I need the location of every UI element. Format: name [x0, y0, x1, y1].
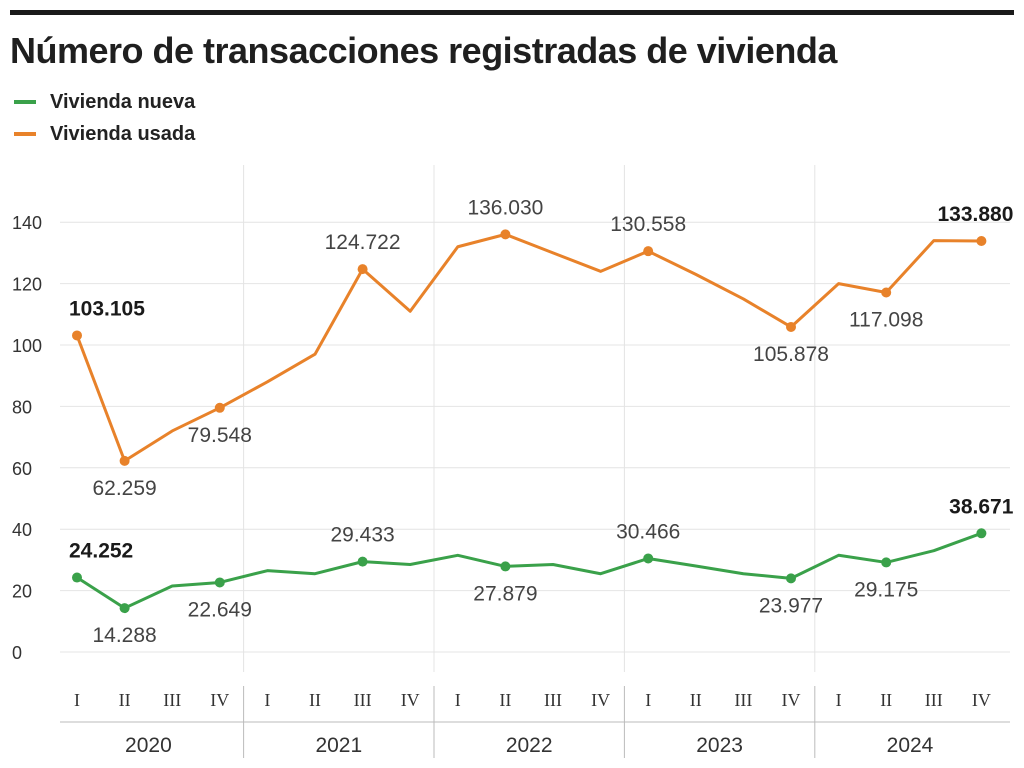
data-marker — [786, 573, 796, 584]
data-label: 38.671 — [949, 495, 1014, 518]
data-label: 29.433 — [330, 524, 394, 547]
y-tick-label: 20 — [12, 582, 32, 602]
x-tick-label: IV — [401, 690, 420, 710]
y-tick-label: 60 — [12, 459, 32, 479]
y-tick-label: 80 — [12, 397, 32, 417]
x-tick-label: II — [880, 690, 892, 710]
x-tick-label: II — [309, 690, 321, 710]
y-tick-label: 140 — [12, 213, 42, 233]
data-label: 14.288 — [92, 624, 156, 647]
year-label: 2021 — [315, 734, 362, 757]
legend-item-used: Vivienda usada — [14, 118, 195, 150]
x-tick-label: II — [690, 690, 702, 710]
data-marker — [214, 402, 225, 413]
y-tick-label: 100 — [12, 336, 42, 356]
y-tick-label: 120 — [12, 275, 42, 295]
data-marker — [643, 553, 654, 564]
x-tick-label: IV — [210, 690, 229, 710]
data-label: 27.879 — [473, 582, 537, 605]
data-label: 105.878 — [753, 343, 829, 366]
data-marker — [214, 577, 225, 588]
data-label: 103.105 — [69, 297, 145, 320]
y-tick-label: 0 — [12, 643, 22, 663]
chart-title: Número de transacciones registradas de v… — [10, 30, 837, 71]
data-marker — [976, 528, 987, 539]
x-tick-label: III — [354, 690, 372, 710]
legend: Vivienda nueva Vivienda usada — [14, 86, 195, 150]
data-label: 24.252 — [69, 540, 133, 563]
data-label: 29.175 — [854, 578, 918, 601]
data-marker — [500, 561, 511, 572]
data-marker — [881, 557, 892, 568]
x-tick-label: II — [119, 690, 131, 710]
x-tick-label: III — [734, 690, 752, 710]
x-tick-label: I — [74, 690, 80, 710]
data-label: 136.030 — [467, 196, 543, 219]
year-label: 2023 — [696, 734, 743, 757]
legend-label-used: Vivienda usada — [50, 122, 196, 145]
x-tick-label: I — [645, 690, 651, 710]
data-marker — [881, 287, 892, 298]
legend-swatch-used — [14, 132, 36, 136]
data-marker — [500, 229, 511, 240]
y-tick-label: 40 — [12, 520, 32, 540]
data-marker — [976, 235, 987, 246]
x-tick-label: III — [544, 690, 562, 710]
x-tick-label: IV — [972, 690, 991, 710]
data-label: 23.977 — [759, 594, 823, 617]
data-marker — [72, 572, 82, 583]
data-label: 117.098 — [849, 309, 923, 332]
legend-label-new: Vivienda nueva — [50, 90, 196, 113]
data-label: 62.259 — [92, 477, 156, 500]
data-label: 124.722 — [325, 231, 401, 254]
x-tick-label: I — [836, 690, 842, 710]
x-tick-label: IV — [591, 690, 610, 710]
year-label: 2024 — [887, 734, 934, 757]
series-line-new — [76, 531, 982, 610]
data-marker — [72, 330, 82, 341]
data-marker — [786, 321, 796, 332]
x-tick-label: I — [264, 690, 270, 710]
top-rule — [10, 10, 1014, 15]
data-label: 133.880 — [937, 203, 1013, 226]
data-marker — [357, 556, 368, 567]
x-tick-label: IV — [782, 690, 801, 710]
x-tick-label: III — [925, 690, 943, 710]
data-marker — [643, 246, 654, 257]
legend-item-new: Vivienda nueva — [14, 86, 195, 118]
data-marker — [119, 455, 130, 466]
data-label: 79.548 — [188, 424, 252, 447]
legend-swatch-new — [14, 100, 36, 104]
series-line-used — [75, 232, 982, 463]
data-label: 30.466 — [616, 520, 680, 543]
year-label: 2020 — [125, 734, 172, 757]
data-label: 22.649 — [188, 598, 252, 621]
x-tick-label: I — [455, 690, 461, 710]
year-label: 2022 — [506, 734, 553, 757]
x-tick-label: III — [163, 690, 181, 710]
x-tick-label: II — [499, 690, 511, 710]
data-label: 130.558 — [610, 213, 686, 236]
data-marker — [119, 603, 130, 614]
data-marker — [357, 264, 368, 275]
